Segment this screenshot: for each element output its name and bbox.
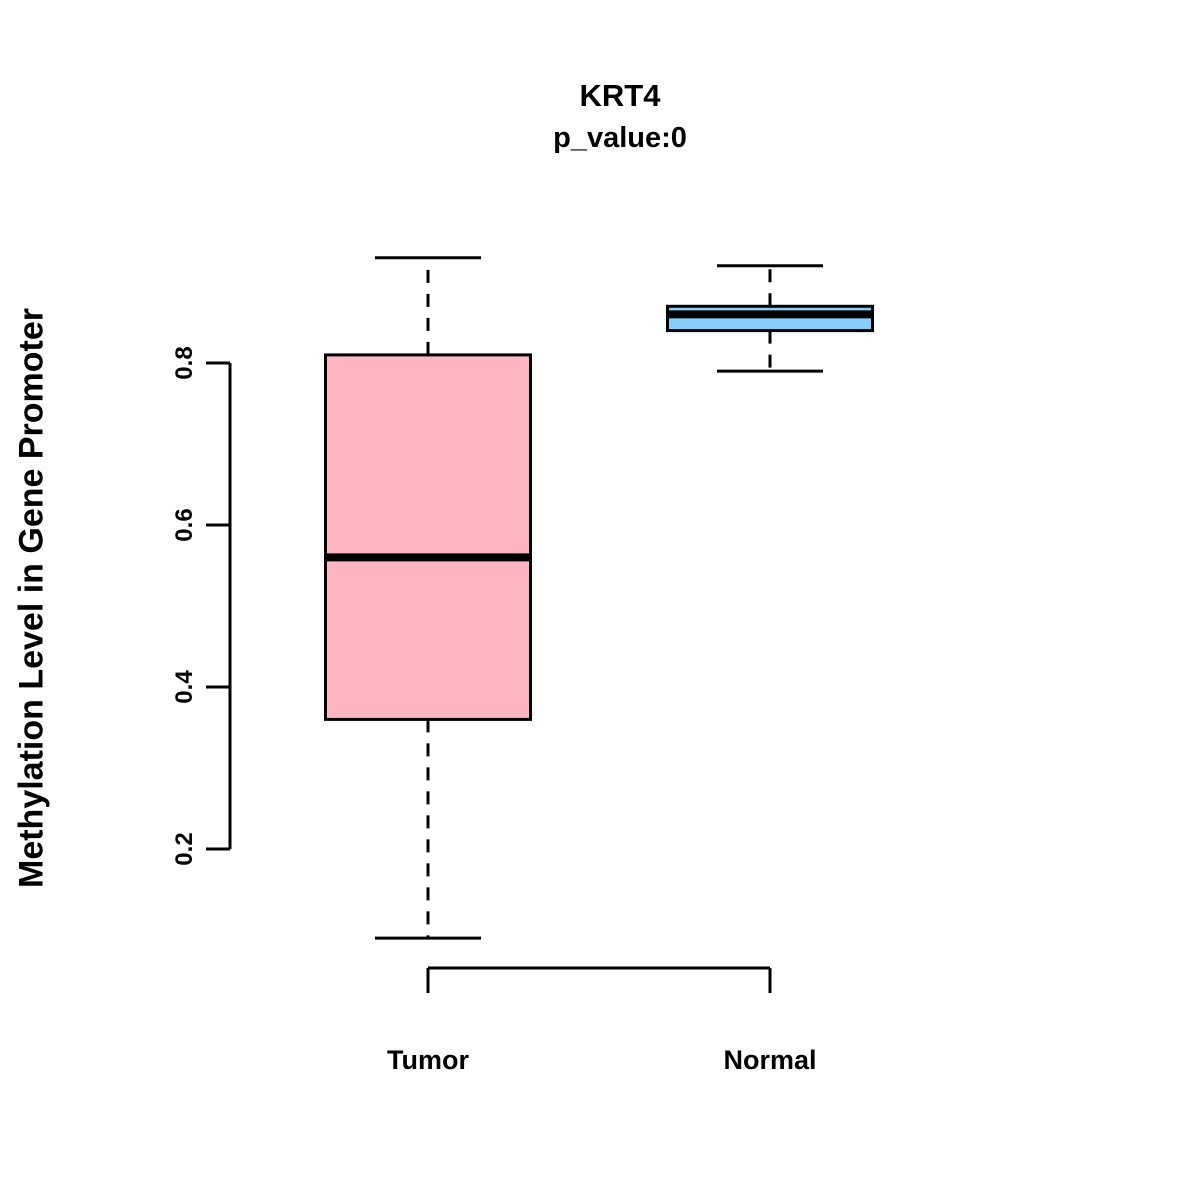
box-normal [666, 304, 874, 333]
box-tumor [324, 353, 532, 721]
y-tick-label-0-6: 0.6 [171, 508, 198, 542]
x-category-label-tumor: Tumor [387, 1045, 469, 1075]
y-tick-label-0-8: 0.8 [171, 346, 198, 380]
y-axis-label: Methylation Level in Gene Promoter [12, 307, 51, 889]
chart-subtitle: p_value:0 [553, 122, 687, 154]
y-tick-label-0-4: 0.4 [171, 670, 198, 704]
chart-title: KRT4 [579, 78, 661, 113]
y-tick-label-0-2: 0.2 [171, 832, 198, 866]
x-category-label-normal: Normal [723, 1045, 817, 1075]
